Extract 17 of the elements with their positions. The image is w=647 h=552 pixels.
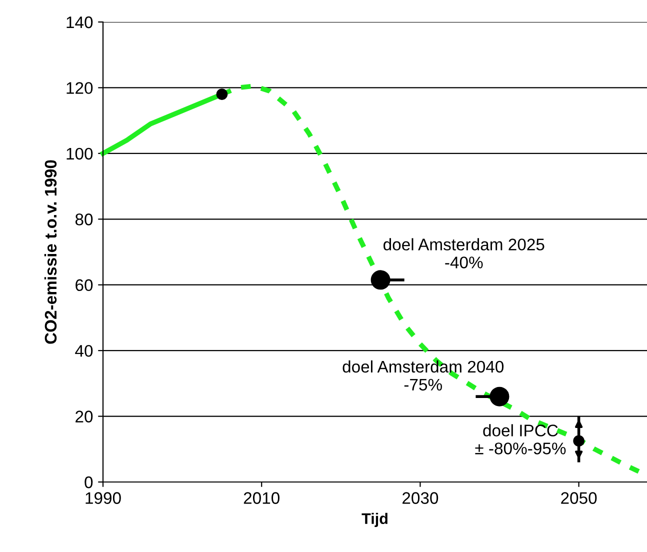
- y-tick-label: 20: [76, 410, 93, 422]
- x-tick-label: 2050: [561, 492, 597, 504]
- y-tick-label: 80: [75, 214, 93, 226]
- y-tick-label: 40: [75, 344, 93, 357]
- x-tick-label: 2010: [244, 492, 280, 504]
- annotation: doel Amsterdam 2025 -40%: [384, 238, 544, 268]
- y-tick-label: 60: [76, 279, 93, 292]
- y-tick-label: 120: [66, 82, 93, 94]
- x-tick-label: 1990: [86, 492, 121, 504]
- annotation: doel Amsterdam 2040 -75%: [342, 360, 504, 391]
- y-axis-title: CO2-emissie t.o.v. 1990: [44, 160, 57, 344]
- y-tick-label: 100: [66, 148, 93, 160]
- x-axis-title: Tijd: [362, 512, 388, 528]
- x-tick-label: 2030: [402, 492, 438, 504]
- y-tick-label: 140: [66, 16, 93, 28]
- y-tick-label: 0: [84, 476, 93, 488]
- annotation: doel IPCC ± -80%-95%: [475, 424, 566, 454]
